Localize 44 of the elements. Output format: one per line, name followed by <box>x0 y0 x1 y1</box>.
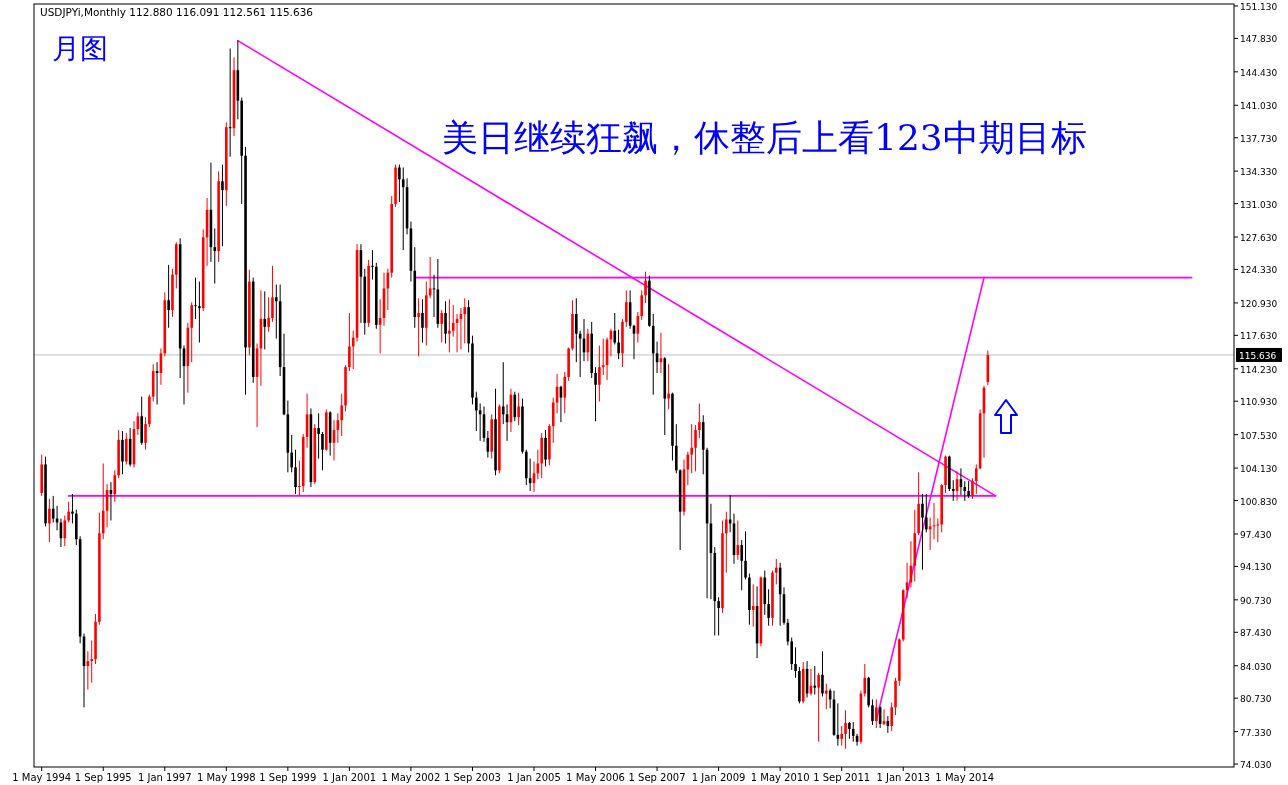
y-tick-label: 87.430 <box>1240 628 1272 639</box>
x-tick-label: 1 Sep 2007 <box>628 772 686 783</box>
x-tick-label: 1 Jan 2013 <box>876 772 931 783</box>
y-tick-label: 100.830 <box>1240 496 1278 507</box>
x-tick-label: 1 Jan 2001 <box>322 772 377 783</box>
y-tick-label: 110.930 <box>1240 397 1278 408</box>
x-tick-label: 1 Jan 2009 <box>691 772 746 783</box>
x-tick-label: 1 May 1994 <box>12 772 72 783</box>
y-tick-label: 114.230 <box>1240 364 1278 375</box>
y-tick-label: 144.430 <box>1240 67 1278 78</box>
chart-title: USDJPYi,Monthly 112.880 116.091 112.561 115.636 <box>40 6 314 18</box>
x-tick-label: 1 May 2010 <box>750 772 810 783</box>
y-tick-label: 134.330 <box>1240 167 1278 178</box>
annotation: 美日继续狂飙，休整后上看123中期目标 <box>442 117 1087 158</box>
y-tick-label: 124.330 <box>1240 265 1278 276</box>
x-tick-label: 1 May 2014 <box>935 772 995 783</box>
annotation: 月图 <box>52 32 108 65</box>
x-tick-label: 1 May 2006 <box>566 772 625 783</box>
y-tick-label: 77.330 <box>1240 727 1272 738</box>
x-tick-label: 1 Jan 1997 <box>137 772 192 783</box>
x-tick-label: 1 Sep 2003 <box>443 772 501 783</box>
y-tick-label: 94.130 <box>1240 562 1272 573</box>
y-tick-label: 151.130 <box>1240 1 1278 12</box>
y-tick-label: 120.930 <box>1240 298 1278 309</box>
y-tick-label: 107.530 <box>1240 430 1278 441</box>
y-tick-label: 74.030 <box>1240 760 1272 771</box>
y-tick-label: 137.730 <box>1240 133 1278 144</box>
y-tick-label: 131.030 <box>1240 199 1278 210</box>
x-tick-label: 1 Sep 1999 <box>259 772 317 783</box>
y-tick-label: 97.430 <box>1240 529 1272 540</box>
x-tick-label: 1 May 2002 <box>381 772 441 783</box>
y-tick-label: 117.630 <box>1240 331 1278 342</box>
x-tick-label: 1 Jan 2005 <box>507 772 561 783</box>
y-tick-label: 84.030 <box>1240 661 1272 672</box>
y-tick-label: 147.830 <box>1240 34 1278 45</box>
y-tick-label: 127.630 <box>1240 233 1278 244</box>
y-tick-label: 90.730 <box>1240 595 1272 606</box>
ref-line-label: 115.636 <box>1239 350 1277 361</box>
y-tick-label: 80.730 <box>1240 694 1272 705</box>
x-tick-label: 1 Sep 2011 <box>813 772 871 783</box>
x-tick-label: 1 May 1998 <box>196 772 256 783</box>
y-tick-label: 104.130 <box>1240 464 1278 475</box>
x-tick-label: 1 Sep 1995 <box>74 772 132 783</box>
y-tick-label: 141.030 <box>1240 101 1278 112</box>
